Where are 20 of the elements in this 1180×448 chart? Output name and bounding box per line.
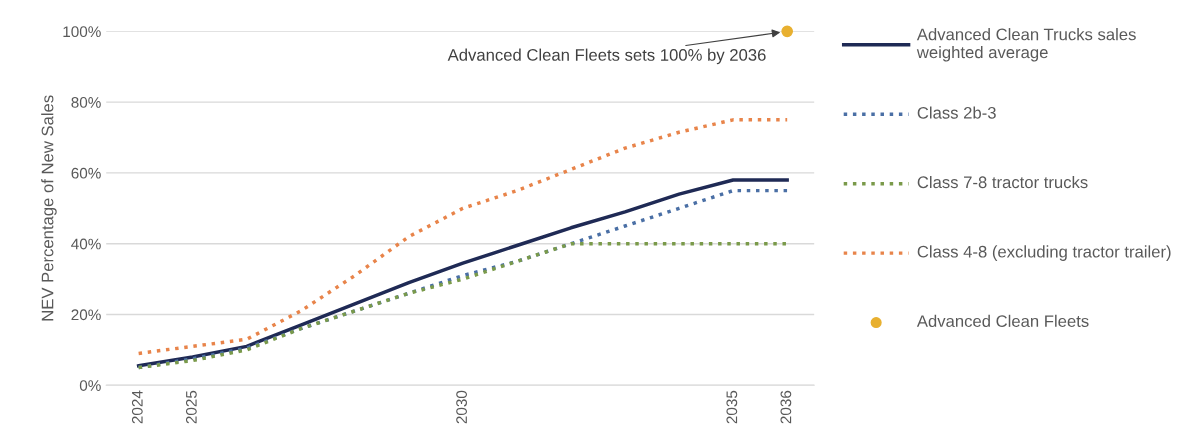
y-tick-label: 40% bbox=[71, 238, 101, 250]
annotation: Advanced Clean Fleets sets 100% by 2036 bbox=[447, 48, 766, 65]
line-series bbox=[136, 241, 789, 370]
legend-label: Class 7-8 tractor trucks bbox=[917, 175, 1088, 189]
legend-label: Advanced Clean Fleets bbox=[916, 314, 1089, 328]
x-tick-label: 2025 bbox=[185, 390, 197, 424]
legend-label: Class 4-8 (excluding tractor trailer) bbox=[917, 245, 1171, 261]
y-tick-label: 0% bbox=[79, 380, 101, 391]
y-tick-label: 80% bbox=[71, 97, 101, 108]
line-series bbox=[136, 118, 789, 356]
x-tick-label: 2036 bbox=[780, 390, 792, 424]
x-tick-label: 2024 bbox=[131, 390, 143, 424]
legend-label: Class 2b-3 bbox=[917, 106, 996, 119]
x-tick-label: 2035 bbox=[726, 390, 738, 424]
legend-label: Advanced Clean Trucks sales weighted average bbox=[916, 28, 1136, 62]
y-tick-label: 60% bbox=[71, 167, 101, 179]
x-tick-label: 2030 bbox=[456, 390, 467, 424]
y-axis-title: NEV Percentage of New Sales bbox=[41, 95, 57, 321]
y-tick-label: 20% bbox=[71, 309, 101, 321]
y-tick-label: 100% bbox=[63, 26, 101, 38]
